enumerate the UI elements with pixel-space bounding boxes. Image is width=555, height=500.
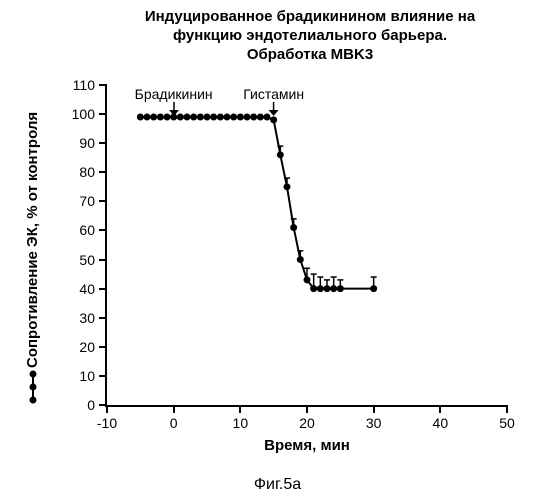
y-axis-label-text: Сопротивление ЭК, % от контроля (24, 112, 41, 368)
data-point (317, 285, 324, 292)
x-tick (239, 405, 241, 413)
data-point (290, 224, 297, 231)
y-axis-label: Сопротивление ЭК, % от контроля (24, 112, 41, 400)
y-tick-label: 80 (79, 164, 95, 180)
y-tick-label: 50 (79, 252, 95, 268)
title-line3: Обработка MBK3 (247, 46, 373, 63)
y-tick-label: 10 (79, 368, 95, 384)
data-point (284, 183, 291, 190)
data-point (270, 116, 277, 123)
chart-title: Индуцированное брадикинином влияние на ф… (120, 8, 500, 64)
data-point (217, 114, 224, 121)
x-tick (506, 405, 508, 413)
y-tick (99, 200, 107, 202)
y-tick-label: 110 (73, 77, 95, 93)
y-tick (99, 113, 107, 115)
title-line1: Индуцированное брадикинином влияние на (145, 8, 475, 25)
x-tick (439, 405, 441, 413)
y-tick-label: 40 (79, 281, 95, 297)
x-tick (173, 405, 175, 413)
data-point (330, 285, 337, 292)
x-tick-label: 50 (499, 415, 515, 431)
y-tick (99, 288, 107, 290)
x-tick-label: -10 (97, 415, 117, 431)
annotation-label: Гистамин (243, 86, 304, 102)
y-tick (99, 142, 107, 144)
annotation-label: Брадикинин (135, 86, 213, 102)
y-tick (99, 346, 107, 348)
arrow-down-icon (168, 102, 180, 116)
x-tick-label: 30 (366, 415, 382, 431)
plot-area: Время, мин 0102030405060708090100110-100… (105, 85, 507, 407)
y-tick-label: 90 (79, 135, 95, 151)
y-tick (99, 229, 107, 231)
y-tick-label: 20 (79, 339, 95, 355)
data-point (337, 285, 344, 292)
y-tick (99, 171, 107, 173)
data-point (277, 151, 284, 158)
data-point (310, 285, 317, 292)
annotation: Гистамин (243, 86, 304, 116)
x-tick (306, 405, 308, 413)
x-tick-label: 10 (233, 415, 249, 431)
data-point (370, 285, 377, 292)
y-tick-label: 0 (87, 397, 95, 413)
x-tick (106, 405, 108, 413)
y-tick (99, 84, 107, 86)
title-line2: функцию эндотелиального барьера. (173, 27, 447, 44)
series-line (140, 117, 373, 289)
data-point (324, 285, 331, 292)
arrow-down-icon (268, 102, 280, 116)
x-axis-label: Время, мин (264, 437, 350, 454)
data-point (230, 114, 237, 121)
y-tick-label: 60 (79, 222, 95, 238)
data-point (224, 114, 231, 121)
plot-svg (107, 85, 507, 405)
x-tick (373, 405, 375, 413)
y-tick (99, 375, 107, 377)
x-tick-label: 40 (433, 415, 449, 431)
annotation: Брадикинин (135, 86, 213, 116)
data-point (304, 276, 311, 283)
data-point (297, 256, 304, 263)
y-tick-label: 100 (72, 106, 95, 122)
x-tick-label: 20 (299, 415, 315, 431)
y-tick-label: 30 (79, 310, 95, 326)
y-tick-label: 70 (79, 193, 95, 209)
x-tick-label: 0 (170, 415, 178, 431)
y-tick (99, 317, 107, 319)
series-marker-icon (32, 374, 34, 400)
y-tick (99, 259, 107, 261)
figure-caption: Фиг.5а (254, 476, 301, 494)
